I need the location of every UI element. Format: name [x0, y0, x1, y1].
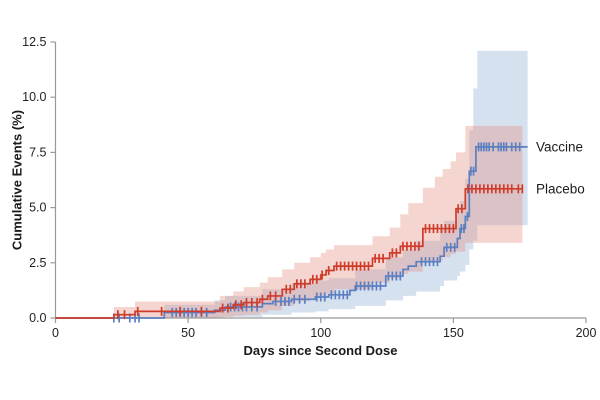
ci-band-vaccine	[55, 50, 528, 318]
x-axis-title: Days since Second Dose	[243, 343, 398, 358]
y-tick-label: 12.5	[22, 35, 46, 49]
x-tick-label: 0	[52, 326, 59, 340]
y-tick-label: 2.5	[29, 256, 46, 270]
y-tick-label: 5.0	[29, 201, 46, 215]
x-tick-label: 50	[181, 326, 195, 340]
x-tick-label: 100	[310, 326, 331, 340]
y-tick-label: 7.5	[29, 145, 46, 159]
survival-curve-vaccine	[55, 146, 528, 319]
y-tick-label: 0.0	[29, 311, 46, 325]
y-axis-title: Cumulative Events (%)	[9, 109, 25, 251]
legend-label-placebo: Placebo	[535, 181, 585, 197]
y-tick-label: 10.0	[22, 90, 46, 104]
x-tick-label: 200	[576, 326, 597, 340]
x-tick-label: 150	[443, 326, 464, 340]
legend-label-vaccine: Vaccine	[535, 139, 583, 155]
